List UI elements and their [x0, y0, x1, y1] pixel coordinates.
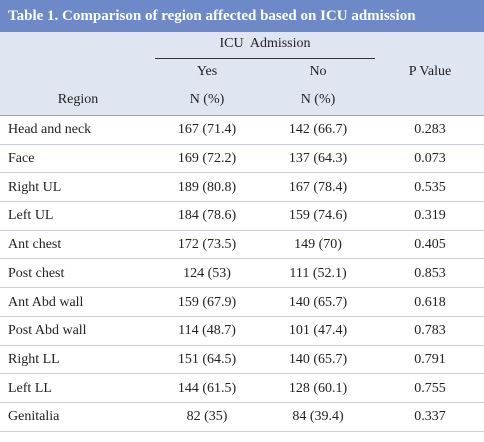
table-row	[0, 145, 484, 174]
cell: 0.755	[414, 380, 446, 396]
table-row	[0, 403, 484, 432]
table-row	[0, 231, 484, 260]
column-header: P Value	[408, 64, 452, 79]
cell: 189 (80.8)	[177, 179, 237, 195]
column-header: No	[309, 64, 327, 79]
row-label: Post Abd wall	[8, 323, 87, 339]
cell: 0.283	[414, 122, 446, 138]
cell: 167 (71.4)	[177, 122, 237, 138]
cell: 167 (78.4)	[288, 179, 348, 195]
cell: 140 (65.7)	[288, 294, 348, 310]
table-row	[0, 116, 484, 145]
row-label: Ant chest	[8, 237, 62, 253]
row-label: Left LL	[8, 380, 52, 396]
column-header: Region	[57, 92, 99, 107]
cell: 0.319	[414, 208, 446, 224]
group-underline	[155, 58, 375, 59]
cell: 0.073	[414, 151, 446, 167]
row-label: Post chest	[8, 265, 65, 281]
cell: 159 (74.6)	[288, 208, 348, 224]
column-header: Yes	[196, 64, 218, 79]
table-row	[0, 288, 484, 317]
cell: 0.405	[414, 237, 446, 253]
column-unit: N (%)	[189, 92, 225, 107]
cell: 142 (66.7)	[288, 122, 348, 138]
cell: 0.783	[414, 323, 446, 339]
row-label: Left UL	[8, 208, 54, 224]
cell: 159 (67.9)	[177, 294, 237, 310]
cell: 151 (64.5)	[177, 351, 237, 367]
cell: 184 (78.6)	[177, 208, 237, 224]
table-title: Table 1. Comparison of region affected b…	[0, 0, 484, 32]
cell: 128 (60.1)	[288, 380, 348, 396]
row-label: Right LL	[8, 351, 60, 367]
cell: 140 (65.7)	[288, 351, 348, 367]
cell: 0.853	[414, 265, 446, 281]
row-label: Face	[8, 151, 35, 167]
cell: 124 (53)	[183, 265, 231, 281]
cell: 0.618	[414, 294, 446, 310]
table-header	[0, 32, 484, 116]
cell: 137 (64.3)	[288, 151, 348, 167]
cell: 101 (47.4)	[288, 323, 348, 339]
cell: 169 (72.2)	[177, 151, 237, 167]
row-label: Ant Abd wall	[8, 294, 84, 310]
table-row	[0, 346, 484, 375]
cell: 114 (48.7)	[178, 323, 236, 339]
cell: 149 (70)	[294, 237, 342, 253]
table-row	[0, 317, 484, 346]
table-row	[0, 260, 484, 289]
cell: 0.791	[414, 351, 446, 367]
cell: 111 (52.1)	[289, 265, 347, 281]
table-row	[0, 173, 484, 203]
group-label: ICU Admission	[219, 36, 311, 51]
cell: 82 (35)	[186, 409, 228, 425]
cell: 144 (61.5)	[177, 380, 237, 396]
row-label: Right UL	[8, 179, 62, 195]
row-label: Head and neck	[8, 122, 92, 138]
row-label: Genitalia	[8, 409, 60, 425]
cell: 0.337	[414, 409, 446, 425]
cell: 172 (73.5)	[177, 237, 237, 253]
cell: 84 (39.4)	[292, 409, 344, 425]
cell: 0.535	[414, 179, 446, 195]
table-row	[0, 202, 484, 231]
column-unit: N (%)	[300, 92, 336, 107]
table-row	[0, 374, 484, 403]
